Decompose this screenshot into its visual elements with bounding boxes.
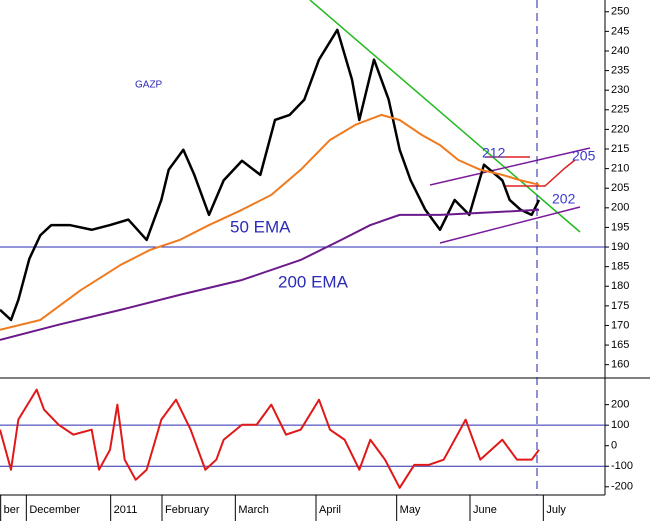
trendline bbox=[309, 0, 581, 233]
y-tick-label: 235 bbox=[611, 64, 629, 76]
annotation: 200 EMA bbox=[278, 272, 349, 291]
y-tick-label: 190 bbox=[611, 241, 629, 253]
y-tick-label: 195 bbox=[611, 221, 629, 233]
y-tick-label: 250 bbox=[611, 6, 629, 18]
y-tick-label: 200 bbox=[611, 202, 629, 214]
y-tick-label: 160 bbox=[611, 359, 629, 371]
series-line bbox=[0, 113, 540, 331]
y-tick-label: 170 bbox=[611, 319, 629, 331]
y-tick-label: 230 bbox=[611, 84, 629, 96]
y-tick-label: 210 bbox=[611, 163, 629, 175]
y-tick-label: 225 bbox=[611, 104, 629, 116]
series-line bbox=[0, 388, 540, 489]
y-tick-label: 0 bbox=[611, 440, 617, 452]
y-tick-label: 245 bbox=[611, 25, 629, 37]
x-tick-label: March bbox=[238, 504, 269, 516]
channel-line bbox=[439, 206, 581, 244]
x-tick-label: May bbox=[400, 504, 421, 516]
annotation: 202 bbox=[552, 191, 576, 207]
y-tick-label: 180 bbox=[611, 280, 629, 292]
y-tick-label: 200 bbox=[611, 399, 629, 411]
annotation: 212 bbox=[482, 145, 506, 161]
x-tick-label: 2011 bbox=[114, 504, 138, 516]
y-tick-label: 205 bbox=[611, 182, 629, 194]
y-tick-label: -200 bbox=[611, 481, 633, 493]
series-line bbox=[0, 28, 541, 322]
annotation: GAZP bbox=[135, 80, 163, 91]
projection bbox=[505, 159, 576, 187]
x-tick-label: December bbox=[29, 504, 80, 516]
y-tick-label: 175 bbox=[611, 300, 629, 312]
y-tick-label: 185 bbox=[611, 261, 629, 273]
x-tick-label: April bbox=[319, 504, 341, 516]
series-line bbox=[0, 208, 540, 341]
y-tick-label: 240 bbox=[611, 45, 629, 57]
y-tick-label: 100 bbox=[611, 419, 629, 431]
annotation: 50 EMA bbox=[230, 217, 291, 236]
x-tick-label: ber bbox=[4, 504, 20, 516]
x-tick-label: July bbox=[546, 504, 566, 516]
x-tick-label: June bbox=[473, 504, 497, 516]
y-tick-label: 165 bbox=[611, 339, 629, 351]
y-tick-label: 220 bbox=[611, 123, 629, 135]
annotation: 205 bbox=[572, 148, 596, 164]
x-tick-label: February bbox=[165, 504, 210, 516]
channel-line bbox=[429, 147, 591, 186]
y-tick-label: -100 bbox=[611, 460, 633, 472]
y-tick-label: 215 bbox=[611, 143, 629, 155]
